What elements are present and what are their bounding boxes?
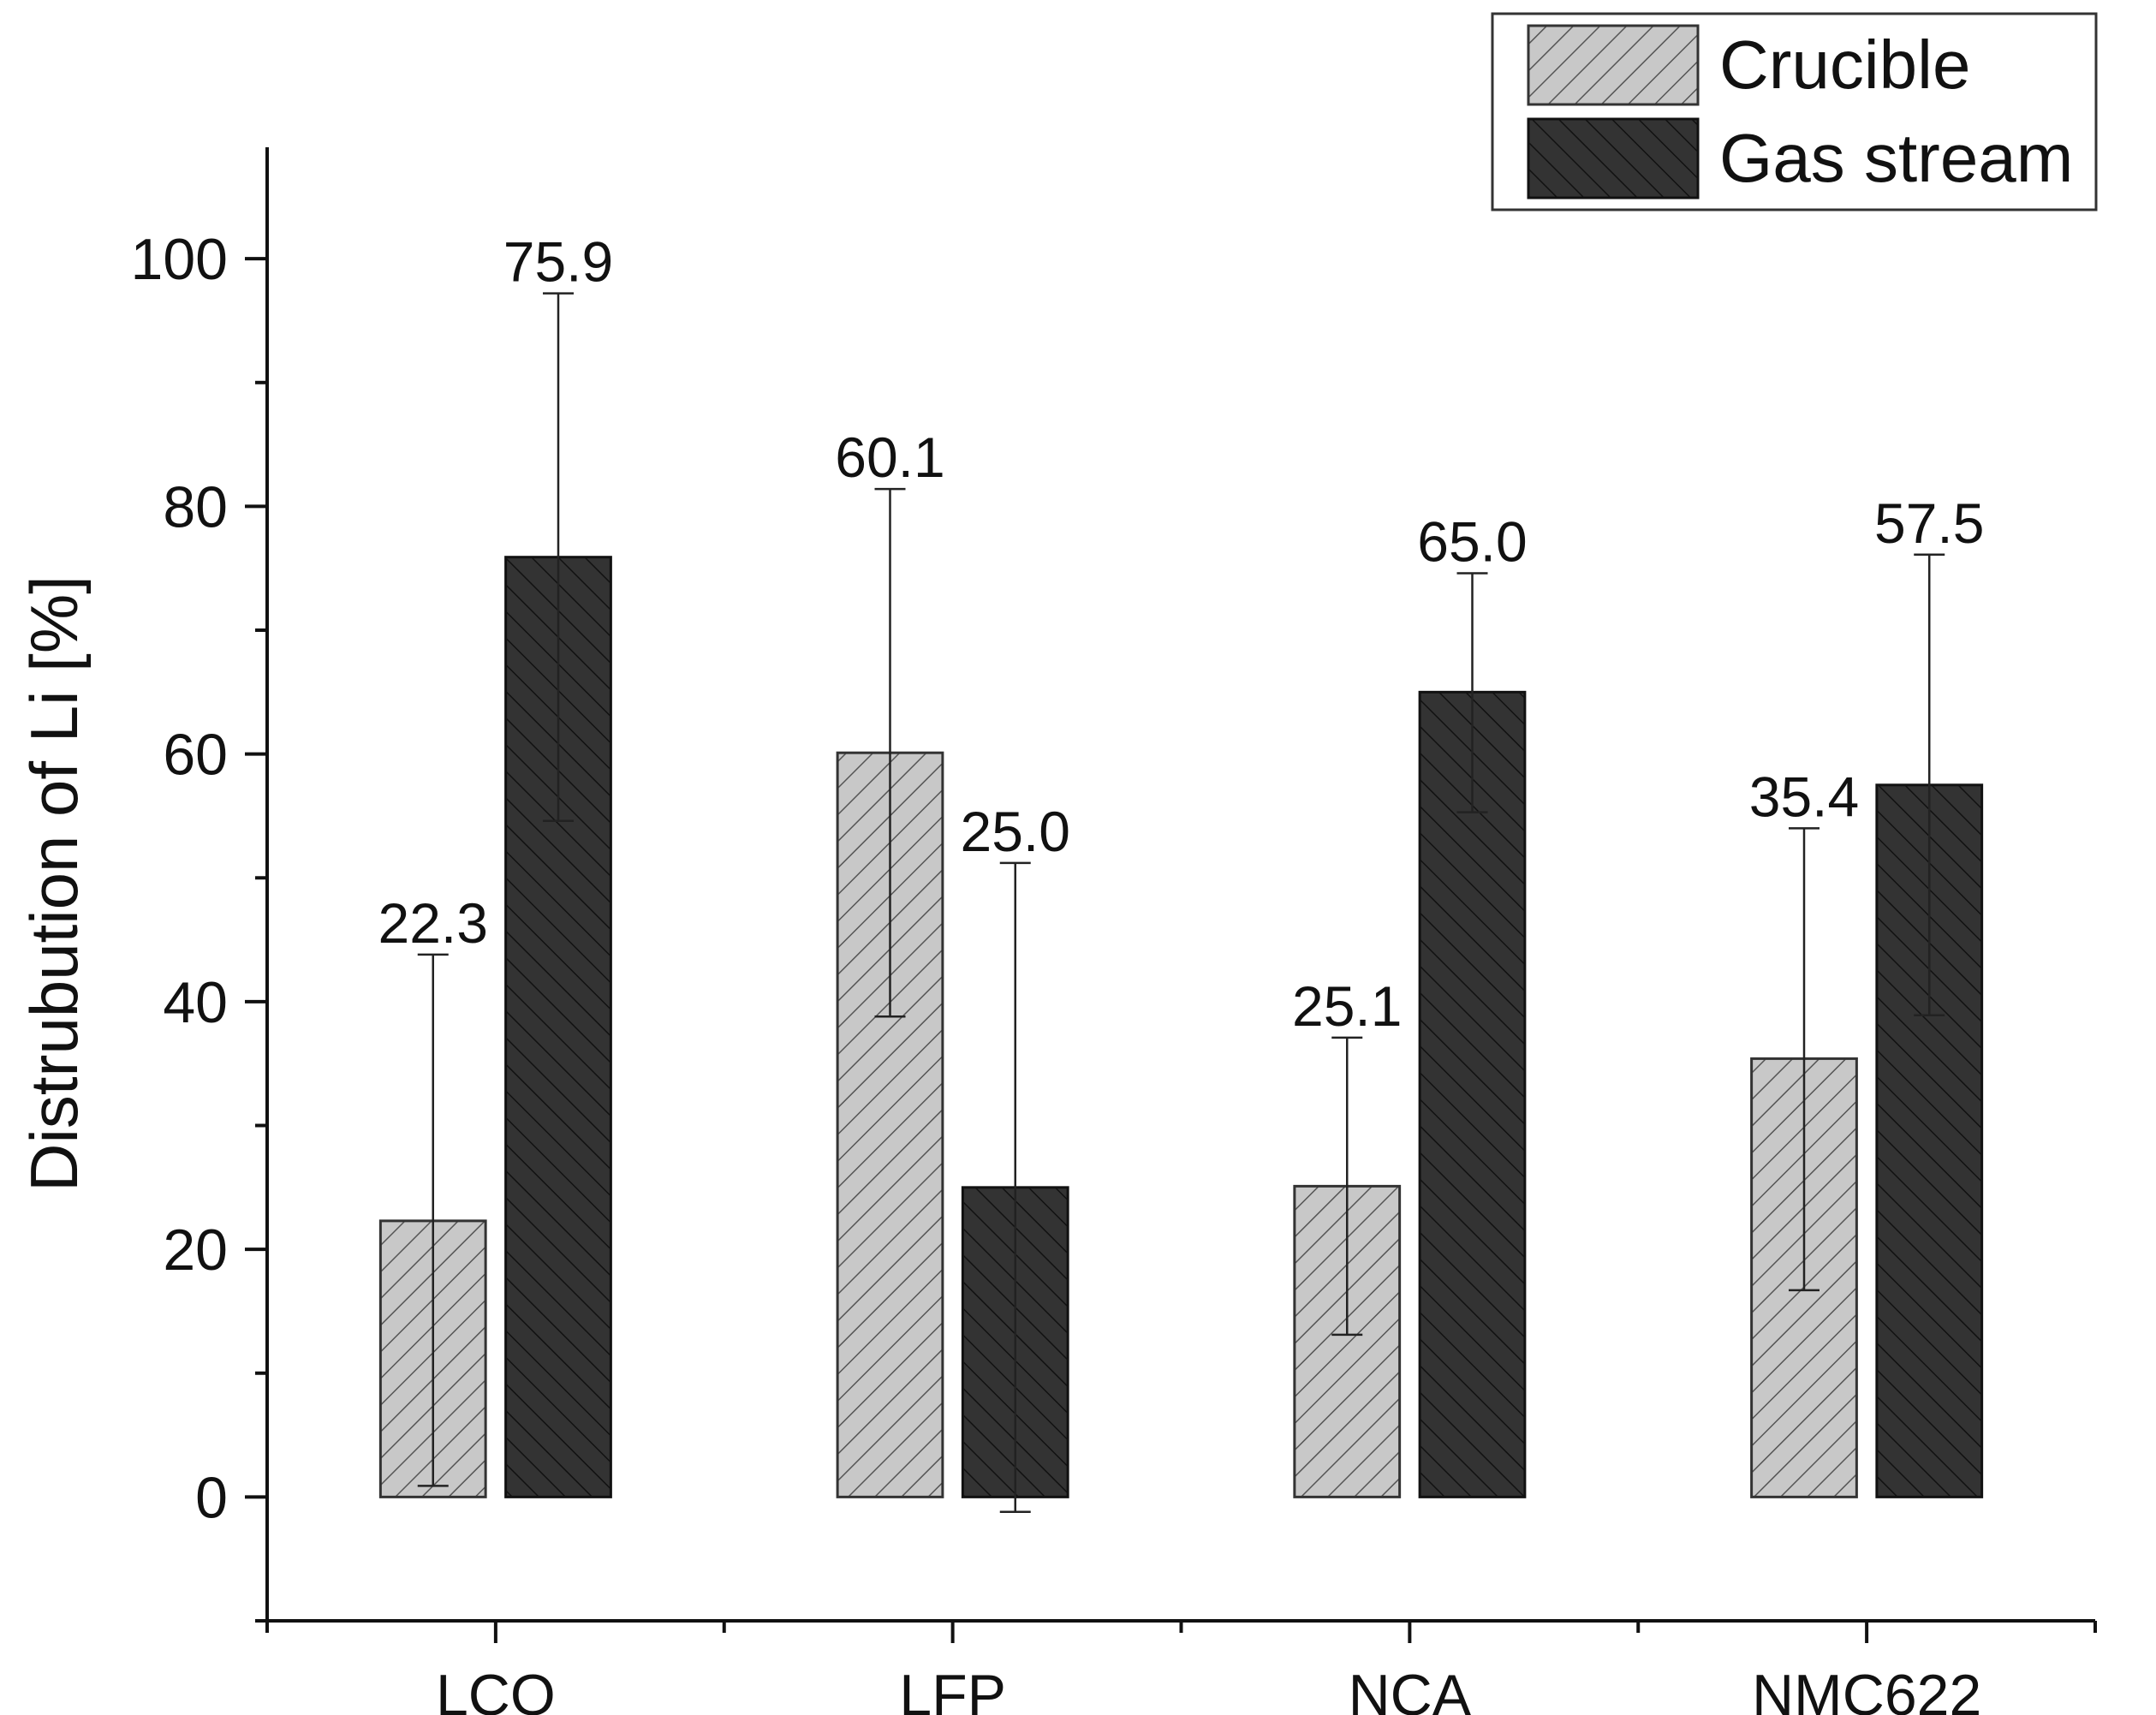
x-ticks: LCO LFP NCA NMC622 (265, 1621, 2097, 1715)
legend-label-crucible: Crucible (1719, 27, 1970, 103)
y-ticks: 0 20 40 60 80 100 (131, 227, 267, 1623)
data-label-gas-stream-lco: 75.9 (503, 230, 613, 294)
data-label-crucible-nmc622: 35.4 (1749, 765, 1859, 828)
legend-label-gas-stream: Gas stream (1719, 120, 2073, 196)
y-axis: 0 20 40 60 80 100 (131, 147, 269, 1623)
y-tick-label: 60 (163, 723, 228, 788)
data-labels-layer: 22.3 60.1 25.1 35.4 75.9 25.0 65.0 57.5 (378, 230, 1985, 1038)
data-label-gas-stream-lfp: 25.0 (961, 800, 1070, 863)
legend-swatch-gas-stream (1527, 117, 1700, 199)
y-axis-title: Distrubution of Li [%] (16, 575, 92, 1192)
data-label-gas-stream-nmc622: 57.5 (1874, 491, 1984, 555)
bars-layer (378, 556, 1984, 1498)
y-tick-label: 20 (163, 1218, 228, 1283)
x-tick-label-lfp: LFP (899, 1663, 1006, 1715)
x-axis: LCO LFP NCA NMC622 (264, 1619, 2097, 1715)
y-tick-label: 100 (131, 227, 228, 292)
data-label-crucible-nca: 25.1 (1292, 974, 1402, 1038)
x-tick-label-nca: NCA (1349, 1663, 1472, 1715)
y-tick-label: 80 (163, 474, 228, 539)
legend-swatch-crucible (1527, 24, 1700, 106)
data-label-gas-stream-nca: 65.0 (1417, 509, 1527, 573)
x-tick-label-nmc622: NMC622 (1752, 1663, 1981, 1715)
errorbars-layer (417, 292, 1945, 1513)
x-tick-label-lco: LCO (436, 1663, 556, 1715)
legend: Crucible Gas stream (1491, 12, 2098, 211)
data-label-crucible-lfp: 60.1 (835, 426, 944, 489)
y-tick-label: 40 (163, 970, 228, 1035)
bar-gas-stream-nca (1418, 690, 1527, 1498)
y-tick-label: 0 (195, 1465, 228, 1530)
data-label-crucible-lco: 22.3 (378, 891, 488, 955)
